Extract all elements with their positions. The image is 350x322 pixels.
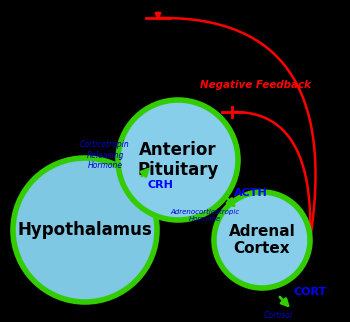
Text: Cortisol: Cortisol <box>264 311 293 320</box>
Text: CRH: CRH <box>148 180 174 190</box>
Circle shape <box>118 100 238 220</box>
Text: ACTH: ACTH <box>234 188 268 198</box>
Text: Corticotropin
Releasing
Hormone: Corticotropin Releasing Hormone <box>80 140 130 170</box>
Text: Adrenal
Cortex: Adrenal Cortex <box>229 224 295 256</box>
Text: Negative Feedback: Negative Feedback <box>199 80 310 90</box>
Circle shape <box>214 192 310 288</box>
Text: Adrenocorticotropic
Hormone: Adrenocorticotropic Hormone <box>170 208 240 222</box>
Text: Hypothalamus: Hypothalamus <box>18 221 152 239</box>
Text: Anterior
Pituitary: Anterior Pituitary <box>137 141 219 179</box>
Text: CORT: CORT <box>294 287 327 297</box>
Circle shape <box>13 158 157 302</box>
